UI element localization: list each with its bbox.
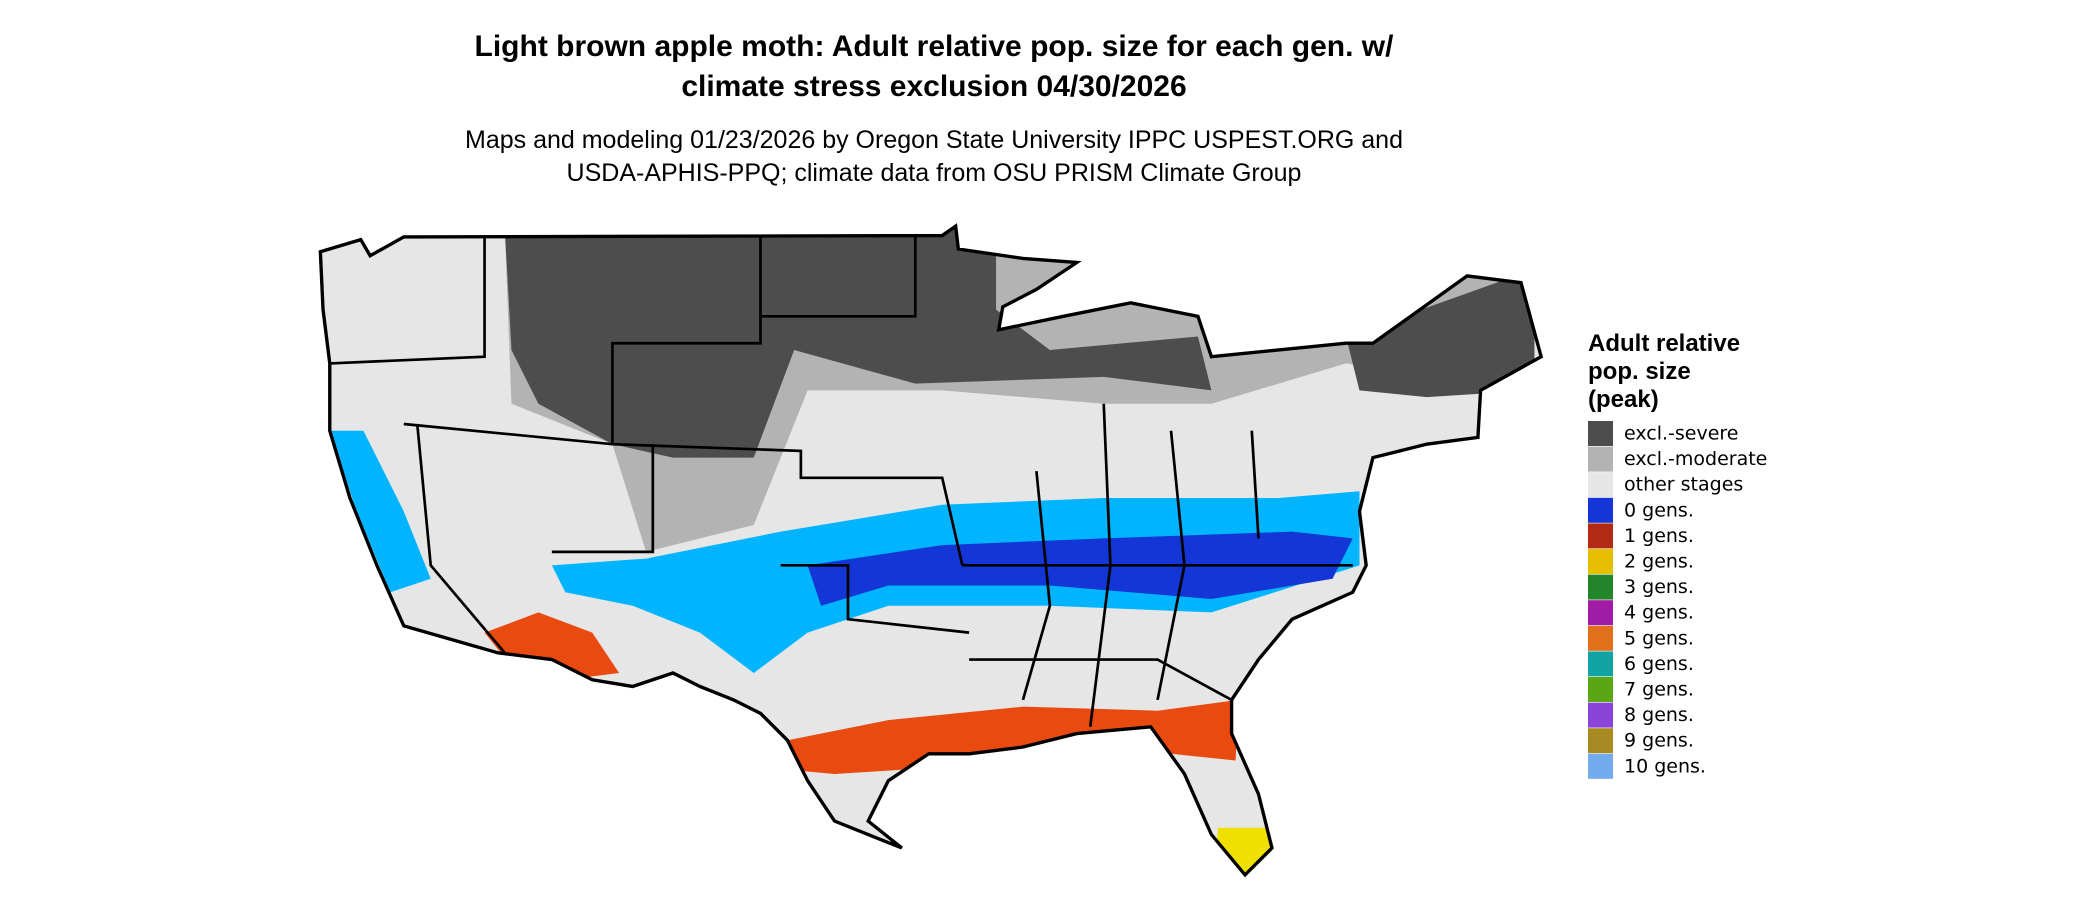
severe-area — [504, 228, 1212, 458]
legend-swatch — [1588, 702, 1613, 728]
legend-label: 3 gens. — [1624, 576, 1694, 598]
blue-band — [329, 430, 431, 593]
title: climate stress exclusion 04/30/2026 — [681, 70, 1186, 103]
gulf-band — [753, 699, 1239, 774]
legend-label: 2 gens. — [1624, 551, 1694, 573]
legend-swatch — [1588, 677, 1613, 702]
legend-title: (peak) — [1588, 386, 1659, 413]
us-map — [318, 224, 1543, 877]
legend-swatch — [1588, 421, 1613, 446]
legend-title: Adult relative — [1588, 330, 1740, 357]
legend-label: 1 gens. — [1624, 525, 1694, 547]
legend-swatch — [1588, 753, 1613, 779]
legend-label: excl.-moderate — [1624, 448, 1767, 470]
legend-label: 7 gens. — [1624, 679, 1694, 701]
legend-swatch — [1588, 651, 1613, 677]
subtitle: Maps and modeling 01/23/2026 by Oregon S… — [465, 126, 1403, 154]
subtitle: USDA-APHIS-PPQ; climate data from OSU PR… — [567, 159, 1302, 187]
legend-swatch — [1588, 523, 1613, 549]
title: Light brown apple moth: Adult relative p… — [475, 30, 1395, 63]
legend-label: 6 gens. — [1624, 653, 1694, 675]
legend-swatch — [1588, 497, 1613, 523]
legend-label: 8 gens. — [1624, 704, 1694, 726]
state-lines — [329, 236, 1353, 728]
legend-label: 9 gens. — [1624, 730, 1694, 752]
legend-swatch — [1588, 728, 1613, 754]
legend-swatch — [1588, 600, 1613, 626]
legend-label: other stages — [1624, 474, 1743, 496]
legend-label: excl.-severe — [1624, 423, 1739, 445]
legend-title: pop. size — [1588, 358, 1691, 385]
legend-swatch — [1588, 472, 1613, 498]
severe-area — [1346, 269, 1535, 398]
legend-swatch — [1588, 574, 1613, 600]
legend-swatch — [1588, 446, 1613, 472]
legend-label: 10 gens. — [1624, 755, 1706, 777]
legend-label: 0 gens. — [1624, 499, 1694, 521]
legend-label: 5 gens. — [1624, 627, 1694, 649]
legend-label: 4 gens. — [1624, 602, 1694, 624]
zero-gens-band — [807, 531, 1353, 606]
legend-swatch — [1588, 625, 1613, 651]
map-fill — [320, 226, 1542, 875]
legend-swatch — [1588, 549, 1613, 574]
